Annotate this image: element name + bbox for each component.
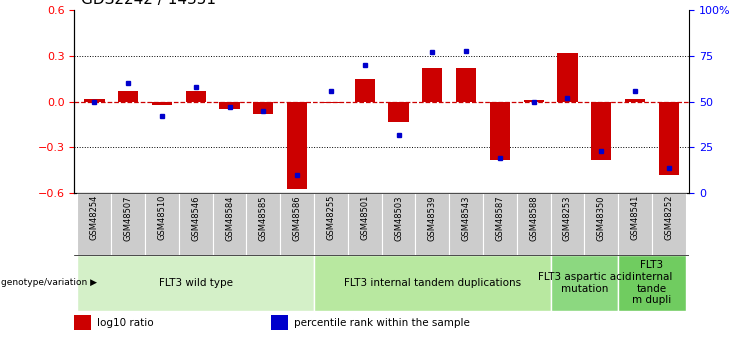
Bar <box>321 102 341 103</box>
Bar <box>382 193 416 255</box>
Text: GSM48587: GSM48587 <box>496 195 505 241</box>
Text: GSM48255: GSM48255 <box>327 195 336 240</box>
Bar <box>219 102 239 109</box>
Bar <box>524 100 544 102</box>
Bar <box>152 102 172 105</box>
Bar <box>271 315 288 331</box>
Bar <box>591 102 611 160</box>
Bar <box>652 193 685 255</box>
Text: GSM48503: GSM48503 <box>394 195 403 240</box>
Text: FLT3
internal
tande
m dupli: FLT3 internal tande m dupli <box>632 260 672 305</box>
Bar <box>557 53 578 102</box>
Bar <box>145 193 179 255</box>
Bar <box>388 102 408 121</box>
Bar <box>118 91 139 102</box>
Bar <box>551 255 618 310</box>
Bar <box>280 193 314 255</box>
Bar <box>348 193 382 255</box>
Bar <box>422 68 442 102</box>
Bar <box>78 255 314 310</box>
Text: GSM48546: GSM48546 <box>191 195 200 240</box>
Bar <box>74 315 91 331</box>
Text: GSM48501: GSM48501 <box>360 195 369 240</box>
Bar <box>416 193 449 255</box>
Bar <box>179 193 213 255</box>
Bar <box>585 193 618 255</box>
Text: GDS2242 / 14351: GDS2242 / 14351 <box>81 0 216 7</box>
Text: GSM48586: GSM48586 <box>293 195 302 241</box>
Bar <box>659 102 679 175</box>
Bar <box>111 193 145 255</box>
Bar <box>185 91 206 102</box>
Text: FLT3 internal tandem duplications: FLT3 internal tandem duplications <box>344 278 521 288</box>
Bar <box>314 193 348 255</box>
Text: genotype/variation ▶: genotype/variation ▶ <box>1 278 97 287</box>
Bar <box>618 255 685 310</box>
Text: GSM48585: GSM48585 <box>259 195 268 240</box>
Text: GSM48543: GSM48543 <box>462 195 471 240</box>
Text: GSM48507: GSM48507 <box>124 195 133 240</box>
Text: percentile rank within the sample: percentile rank within the sample <box>294 318 470 327</box>
Bar <box>314 255 551 310</box>
Text: GSM48254: GSM48254 <box>90 195 99 240</box>
Bar <box>483 193 516 255</box>
Text: GSM48588: GSM48588 <box>529 195 538 241</box>
Bar <box>516 193 551 255</box>
Bar <box>355 79 375 102</box>
Text: FLT3 wild type: FLT3 wild type <box>159 278 233 288</box>
Bar <box>618 193 652 255</box>
Bar <box>78 193 111 255</box>
Text: GSM48253: GSM48253 <box>563 195 572 240</box>
Text: FLT3 aspartic acid
mutation: FLT3 aspartic acid mutation <box>538 272 631 294</box>
Bar <box>551 193 585 255</box>
Text: GSM48510: GSM48510 <box>157 195 167 240</box>
Bar <box>287 102 308 189</box>
Text: GSM48584: GSM48584 <box>225 195 234 240</box>
Bar <box>213 193 247 255</box>
Text: GSM48252: GSM48252 <box>665 195 674 240</box>
Text: log10 ratio: log10 ratio <box>98 318 154 327</box>
Bar <box>253 102 273 114</box>
Text: GSM48541: GSM48541 <box>631 195 639 240</box>
Text: GSM48539: GSM48539 <box>428 195 436 240</box>
Bar <box>247 193 280 255</box>
Bar <box>456 68 476 102</box>
Bar <box>625 99 645 102</box>
Bar <box>490 102 510 160</box>
Bar <box>84 99 104 102</box>
Bar <box>449 193 483 255</box>
Text: GSM48350: GSM48350 <box>597 195 606 240</box>
